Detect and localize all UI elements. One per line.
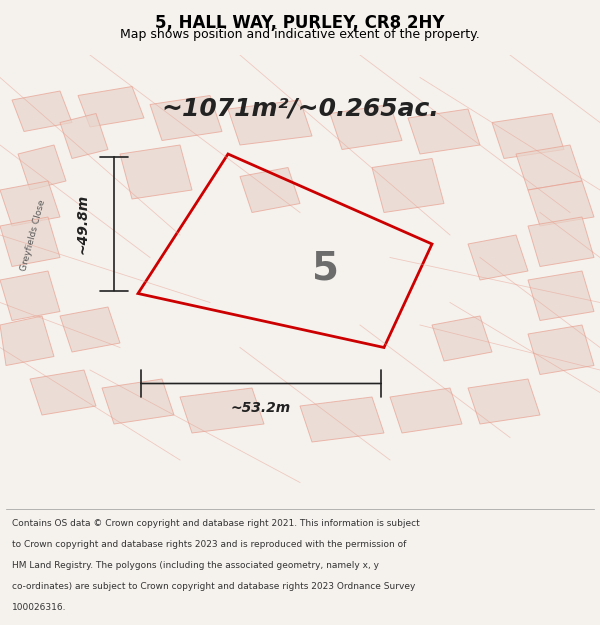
Text: ~1071m²/~0.265ac.: ~1071m²/~0.265ac. [161,97,439,121]
Polygon shape [78,86,144,127]
Polygon shape [0,181,60,226]
Polygon shape [228,100,312,145]
Polygon shape [390,388,462,433]
Polygon shape [180,388,264,433]
Polygon shape [516,145,582,190]
Polygon shape [0,316,54,366]
Text: ~53.2m: ~53.2m [231,401,291,416]
Text: 5: 5 [312,250,339,288]
Polygon shape [528,271,594,321]
Polygon shape [528,217,594,266]
Polygon shape [120,145,192,199]
Polygon shape [60,307,120,352]
Polygon shape [30,370,96,415]
Polygon shape [330,104,402,149]
Text: HM Land Registry. The polygons (including the associated geometry, namely x, y: HM Land Registry. The polygons (includin… [12,561,379,571]
Polygon shape [300,397,384,442]
Polygon shape [468,379,540,424]
Polygon shape [102,379,174,424]
Polygon shape [432,316,492,361]
Polygon shape [528,325,594,374]
Text: co-ordinates) are subject to Crown copyright and database rights 2023 Ordnance S: co-ordinates) are subject to Crown copyr… [12,582,415,591]
Text: to Crown copyright and database rights 2023 and is reproduced with the permissio: to Crown copyright and database rights 2… [12,541,406,549]
Polygon shape [408,109,480,154]
Text: Greyfields Close: Greyfields Close [19,198,47,272]
Polygon shape [492,114,564,159]
Polygon shape [0,271,60,321]
Text: Map shows position and indicative extent of the property.: Map shows position and indicative extent… [120,28,480,41]
Text: 5, HALL WAY, PURLEY, CR8 2HY: 5, HALL WAY, PURLEY, CR8 2HY [155,14,445,32]
Polygon shape [12,91,72,131]
Text: Contains OS data © Crown copyright and database right 2021. This information is : Contains OS data © Crown copyright and d… [12,519,420,528]
Polygon shape [150,96,222,141]
Polygon shape [468,235,528,280]
Polygon shape [18,145,66,190]
Polygon shape [0,217,60,266]
Text: ~49.8m: ~49.8m [76,194,90,254]
Polygon shape [60,114,108,159]
Polygon shape [528,181,594,226]
Polygon shape [372,159,444,212]
Text: 100026316.: 100026316. [12,603,67,612]
Polygon shape [240,168,300,212]
